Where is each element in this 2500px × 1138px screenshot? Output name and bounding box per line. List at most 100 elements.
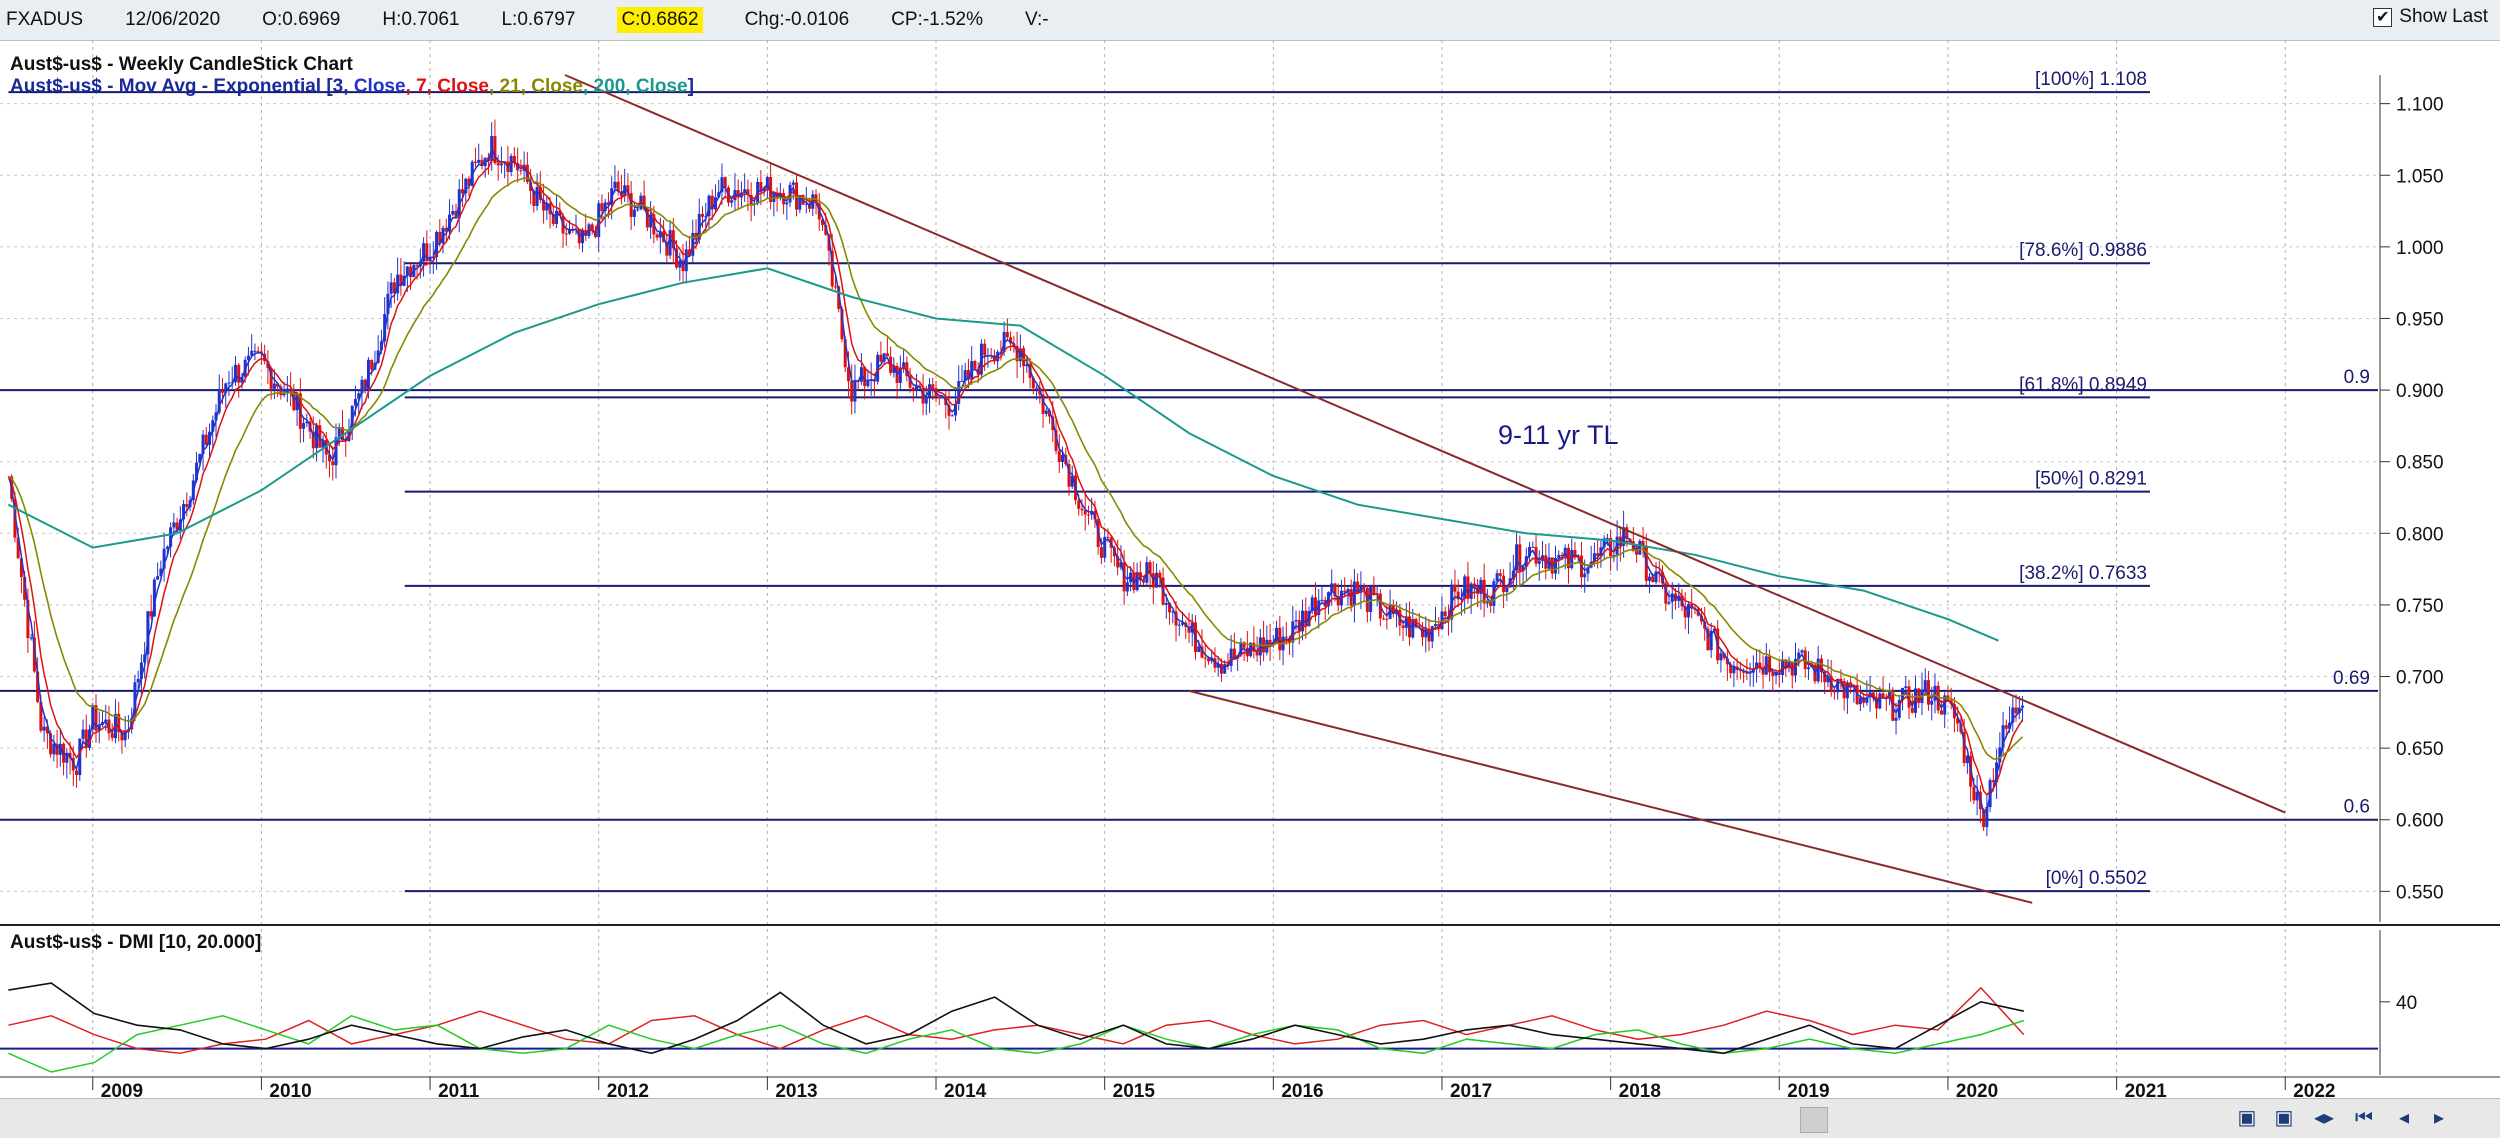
candle-body xyxy=(1583,573,1587,578)
candle-body xyxy=(535,186,539,206)
candle-body xyxy=(353,399,357,406)
candle-body xyxy=(451,210,455,215)
trendline xyxy=(1188,689,2033,904)
candle-body xyxy=(866,380,870,387)
candle-body xyxy=(237,364,241,383)
candle-body xyxy=(172,522,176,528)
next-icon[interactable]: ▸ xyxy=(2433,1107,2445,1129)
x-tick-label: 2009 xyxy=(101,1081,143,1098)
candle-body xyxy=(204,434,208,445)
candle-body xyxy=(1009,337,1013,344)
candle-body xyxy=(295,393,299,411)
candle-body xyxy=(1683,606,1687,618)
candle-body xyxy=(1784,659,1788,668)
candle-body xyxy=(1768,656,1772,673)
candle-body xyxy=(879,354,883,362)
candle-body xyxy=(1816,658,1820,682)
zoom-in-icon[interactable]: ▣ xyxy=(2237,1107,2257,1129)
trendline xyxy=(564,74,2286,814)
candle-body xyxy=(2021,705,2025,708)
legend-ma3: Close xyxy=(354,76,406,97)
candle-body xyxy=(1018,348,1022,362)
candle-body xyxy=(1836,678,1840,693)
candle-body xyxy=(1528,546,1532,557)
y-tick-label: 1.000 xyxy=(2396,238,2444,259)
candle-body xyxy=(1054,430,1058,451)
candle-body xyxy=(217,390,221,413)
candle-body xyxy=(499,163,503,166)
zoom-out-icon[interactable]: ▣ xyxy=(2274,1107,2294,1129)
candle-body xyxy=(1972,786,1976,801)
volume-value: V:- xyxy=(1025,9,1049,30)
candle-body xyxy=(580,230,584,244)
candle-body xyxy=(950,415,954,417)
scroll-both-icon[interactable]: ◂▸ xyxy=(2313,1107,2335,1129)
candle-body xyxy=(1424,628,1428,638)
candle-body xyxy=(908,376,912,388)
candle-body xyxy=(2014,707,2018,714)
candle-body xyxy=(1982,809,1986,828)
candle-body xyxy=(850,381,854,402)
candle-body xyxy=(340,427,344,441)
candle-body xyxy=(843,339,847,368)
candle-body xyxy=(1382,618,1386,620)
candle-body xyxy=(1372,586,1376,595)
candle-body xyxy=(1168,603,1172,613)
candle-body xyxy=(1738,670,1742,672)
candle-body xyxy=(966,370,970,380)
prev-icon[interactable]: ◂ xyxy=(2398,1107,2410,1129)
y-tick-label: 1.050 xyxy=(2396,166,2444,187)
candle-body xyxy=(1690,603,1694,609)
horizontal-scroll-thumb[interactable] xyxy=(1800,1107,1828,1133)
candle-body xyxy=(1654,571,1658,583)
candle-body xyxy=(1249,642,1253,657)
bottom-toolbar: ▣ ▣ ◂▸ ⏮ ◂ ▸ xyxy=(0,1098,2500,1138)
candle-body xyxy=(1164,603,1168,605)
candle-body xyxy=(19,558,23,577)
candle-body xyxy=(1433,624,1437,627)
price-chart[interactable]: [100%] 1.108 [78.6%] 0.9886 [61.8%] 0.8949… xyxy=(0,0,2500,1098)
candle-body xyxy=(220,390,224,393)
candle-body xyxy=(1901,687,1905,701)
candle-body xyxy=(885,353,889,357)
candle-body xyxy=(1803,650,1807,670)
candle-body xyxy=(123,731,127,741)
candle-body xyxy=(957,381,961,404)
candle-body xyxy=(13,498,17,538)
candle-body xyxy=(169,527,173,547)
candle-body xyxy=(1712,628,1716,631)
candle-body xyxy=(198,454,202,463)
candle-body xyxy=(1210,658,1214,662)
low-value: L:0.6797 xyxy=(501,9,576,30)
candle-body xyxy=(1466,576,1470,599)
candle-body xyxy=(701,213,705,217)
candle-body xyxy=(370,359,374,370)
candle-body xyxy=(542,199,546,211)
candle-body xyxy=(853,380,857,402)
first-page-icon[interactable]: ⏮ xyxy=(2355,1107,2373,1129)
candle-body xyxy=(811,194,815,209)
candle-body xyxy=(1894,717,1898,721)
candle-body xyxy=(1771,672,1775,676)
candle-body xyxy=(642,195,646,209)
candle-body xyxy=(81,729,85,739)
candle-body xyxy=(973,360,977,369)
candle-body xyxy=(1547,557,1551,569)
candle-body xyxy=(1459,598,1463,600)
candle-body xyxy=(1025,364,1029,367)
candle-body xyxy=(684,249,688,272)
dmi-minus-line xyxy=(8,986,2025,1055)
candle-body xyxy=(1333,583,1337,597)
candle-body xyxy=(1200,646,1204,658)
candle-body xyxy=(769,176,773,203)
show-last-checkbox[interactable]: ✔ xyxy=(2373,7,2393,27)
candle-body xyxy=(1268,639,1272,645)
candle-body xyxy=(1657,571,1661,573)
candle-body xyxy=(331,461,335,466)
show-last-toggle[interactable]: ✔ Show Last xyxy=(2373,6,2488,28)
candle-body xyxy=(152,579,156,617)
candle-body xyxy=(409,266,413,278)
candle-body xyxy=(1638,540,1642,555)
candle-body xyxy=(1482,579,1486,604)
candle-body xyxy=(1498,573,1502,576)
